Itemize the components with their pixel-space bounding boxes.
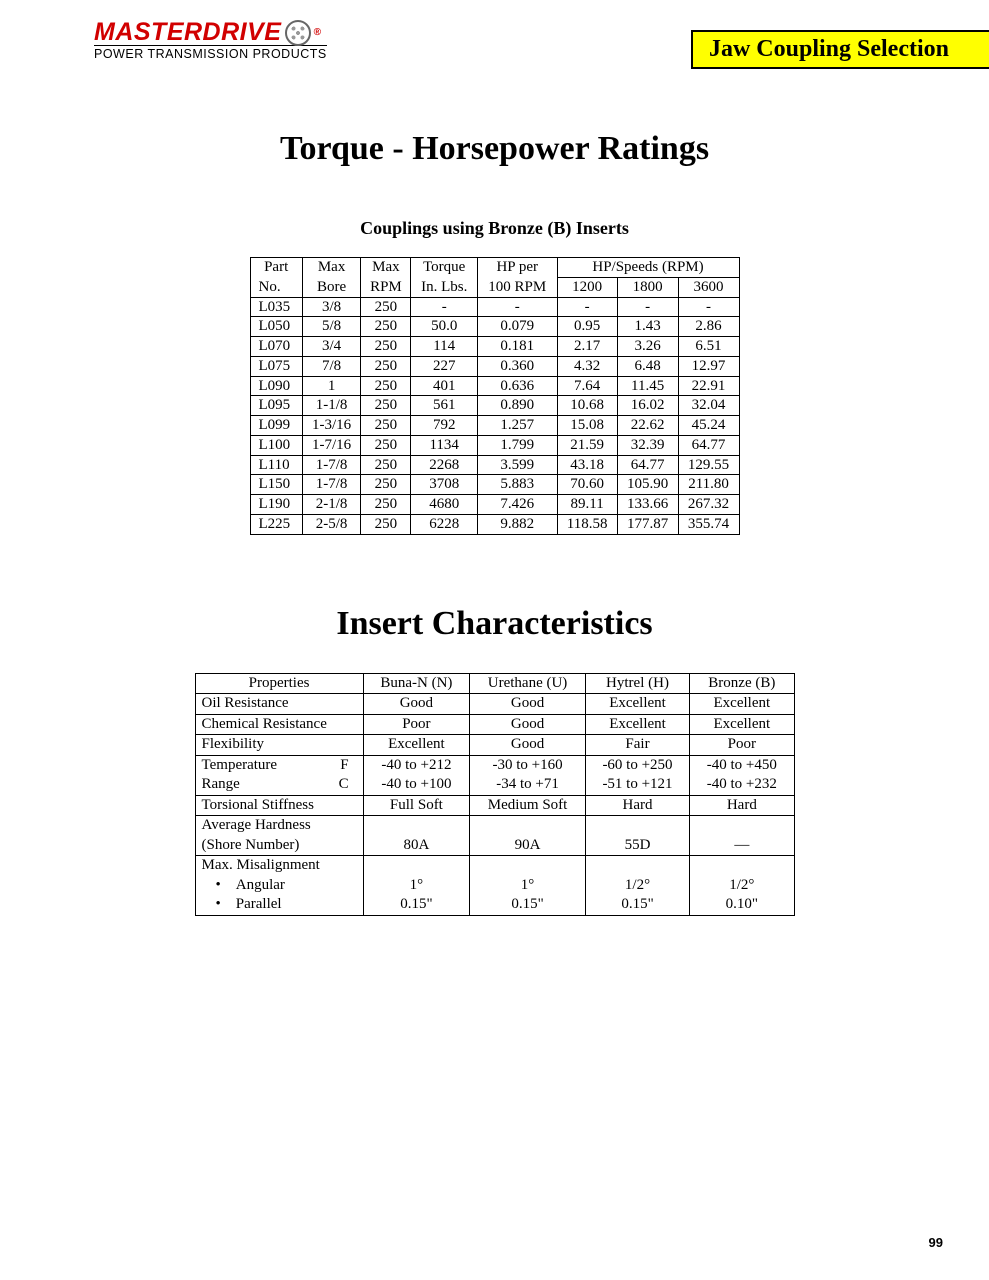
table-row: RangeC -40 to +100 -34 to +71 -51 to +12…: [195, 775, 794, 795]
table-row: L0991-3/162507921.25715.0822.6245.24: [250, 416, 739, 436]
table-row: L0353/8250-----: [250, 297, 739, 317]
insert-table: Properties Buna-N (N) Urethane (U) Hytre…: [195, 673, 795, 916]
page-number: 99: [929, 1235, 943, 1250]
table-row: (Shore Number) 80A 90A 55D —: [195, 836, 794, 856]
registered-icon: ®: [313, 27, 321, 38]
table-row: L09012504010.6367.6411.4522.91: [250, 376, 739, 396]
page-header: MASTERDRIVE ® POWER TRANSMISSION PRODUCT…: [0, 0, 989, 80]
table-row: L1902-1/825046807.42689.11133.66267.32: [250, 495, 739, 515]
table-row: TemperatureF -40 to +212 -30 to +160 -60…: [195, 755, 794, 775]
table-row: L2252-5/825062289.882118.58177.87355.74: [250, 514, 739, 534]
brand-logo: MASTERDRIVE ® POWER TRANSMISSION PRODUCT…: [94, 18, 327, 61]
gear-icon: [285, 20, 311, 46]
logo-subtitle: POWER TRANSMISSION PRODUCTS: [94, 45, 327, 61]
table-row: L1101-7/825022683.59943.1864.77129.55: [250, 455, 739, 475]
table-row: L1001-7/1625011341.79921.5932.3964.77: [250, 435, 739, 455]
table-row: Flexibility Excellent Good Fair Poor: [195, 735, 794, 756]
table-header-row: Part Max Max Torque HP per HP/Speeds (RP…: [250, 258, 739, 278]
table-row: Average Hardness: [195, 816, 794, 836]
torque-table: Part Max Max Torque HP per HP/Speeds (RP…: [250, 257, 740, 535]
table-row: L0951-1/82505610.89010.6816.0232.04: [250, 396, 739, 416]
table-header-row: Properties Buna-N (N) Urethane (U) Hytre…: [195, 673, 794, 694]
page-title: Torque - Horsepower Ratings: [0, 130, 989, 168]
section-title: Insert Characteristics: [0, 605, 989, 643]
table-caption: Couplings using Bronze (B) Inserts: [0, 218, 989, 239]
table-row: L0505/825050.00.0790.951.432.86: [250, 317, 739, 337]
table-row: Max. Misalignment: [195, 856, 794, 876]
table-row: • Parallel 0.15" 0.15" 0.15" 0.10": [195, 895, 794, 915]
table-row: Torsional Stiffness Full Soft Medium Sof…: [195, 795, 794, 816]
table-row: • Angular 1° 1° 1/2° 1/2°: [195, 876, 794, 896]
logo-text: MASTERDRIVE: [94, 18, 281, 47]
table-row: L0703/42501140.1812.173.266.51: [250, 337, 739, 357]
table-header-row: No. Bore RPM In. Lbs. 100 RPM 1200 1800 …: [250, 277, 739, 297]
table-row: L1501-7/825037085.88370.60105.90211.80: [250, 475, 739, 495]
table-row: Oil Resistance Good Good Excellent Excel…: [195, 694, 794, 715]
table-row: Chemical Resistance Poor Good Excellent …: [195, 714, 794, 735]
table-row: L0757/82502270.3604.326.4812.97: [250, 356, 739, 376]
section-banner: Jaw Coupling Selection: [691, 30, 989, 69]
